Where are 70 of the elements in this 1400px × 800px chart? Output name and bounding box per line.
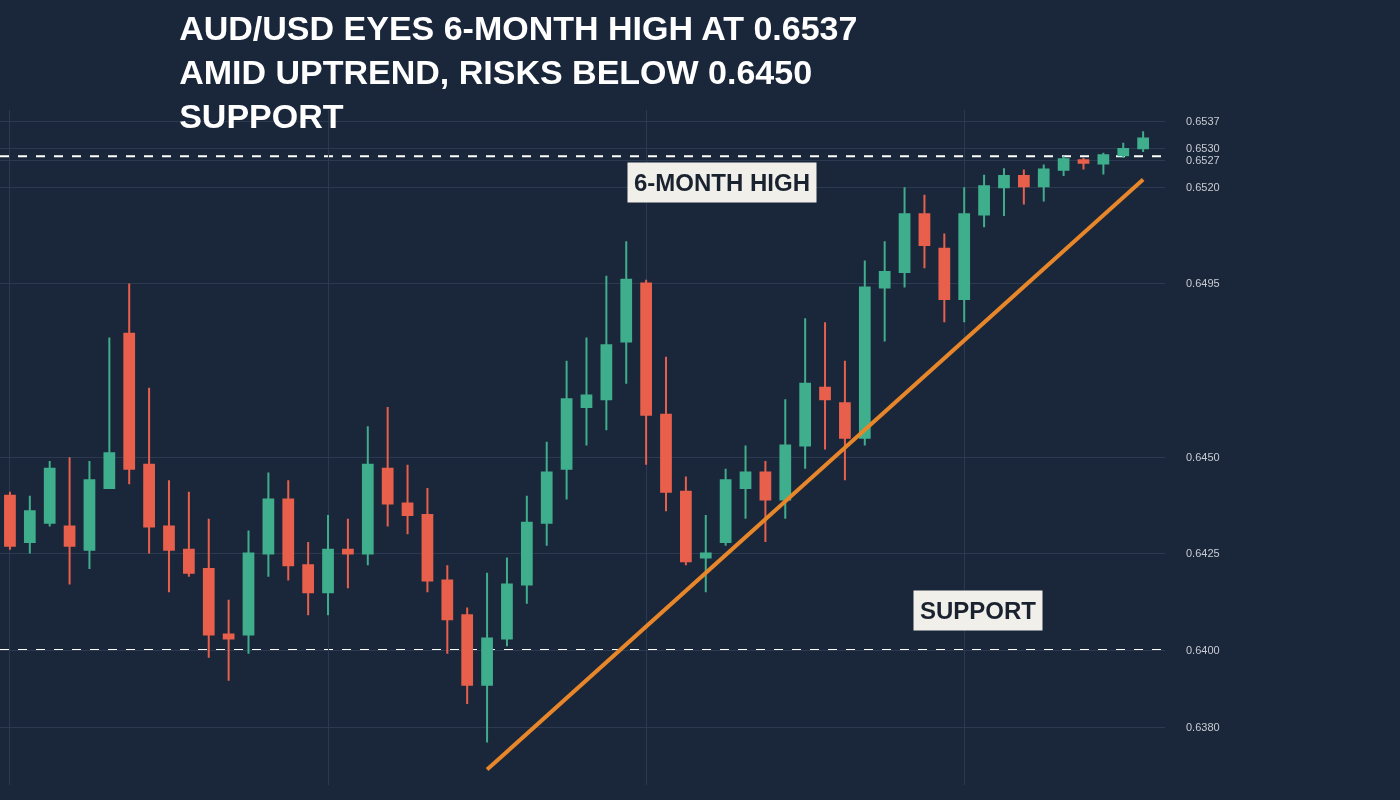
- candlestick: [441, 564, 454, 655]
- candlestick: [978, 173, 990, 229]
- y-tick-label: 0.6380: [1186, 720, 1220, 733]
- candlestick: [998, 167, 1010, 218]
- candlestick: [640, 278, 652, 466]
- candlestick: [898, 186, 911, 289]
- chart-title: AUD/USD EYES 6-MONTH HIGH AT 0.6537 AMID UPTREND, RISKS BELOW 0.6450 SUPPORT: [179, 9, 858, 136]
- candlestick: [739, 444, 752, 520]
- candlestick: [620, 240, 633, 385]
- candlestick: [719, 467, 732, 547]
- candlestick: [83, 460, 96, 570]
- candlestick: [202, 517, 215, 659]
- candlestick: [163, 479, 175, 594]
- candlestick: [540, 440, 553, 547]
- candlestick: [1017, 168, 1030, 206]
- candlestick: [1057, 155, 1070, 177]
- candlestick: [699, 514, 712, 594]
- candlestick: [361, 425, 374, 567]
- candlestick: [381, 406, 394, 528]
- candlestick: [123, 282, 136, 486]
- candlestick: [878, 240, 891, 343]
- candlestick: [819, 321, 831, 451]
- candlestick: [282, 479, 295, 582]
- candlestick: [660, 355, 672, 513]
- candlestick: [799, 317, 812, 470]
- candlestick: [23, 494, 36, 555]
- candlestick: [222, 598, 235, 682]
- candlestick: [103, 336, 116, 489]
- candlestick: [1137, 130, 1149, 154]
- y-tick-label: 0.6450: [1186, 450, 1220, 463]
- candlestick: [262, 471, 275, 578]
- candlestick: [600, 274, 613, 432]
- candlestick: [302, 541, 315, 617]
- ref-line-label: 6-MONTH HIGH: [634, 169, 810, 196]
- candlestick: [242, 529, 255, 655]
- candlestick: [401, 463, 414, 536]
- candlestick: [580, 336, 593, 447]
- candlestick: [759, 460, 772, 543]
- y-tick-label: 0.6527: [1186, 153, 1220, 166]
- candlestick: [4, 490, 16, 551]
- candlestick: [342, 517, 354, 590]
- candlestick: [958, 186, 971, 324]
- y-tick-label: 0.6530: [1186, 142, 1220, 155]
- candlestick: [918, 193, 931, 270]
- candlestick: [461, 606, 474, 705]
- candlestick: [43, 460, 56, 528]
- ref-line-label: SUPPORT: [920, 597, 1037, 624]
- candlestick: [1077, 156, 1090, 171]
- candlestick: [680, 475, 692, 567]
- candlestick: [839, 359, 851, 482]
- candlestick: [1117, 141, 1130, 159]
- candlestick: [63, 456, 76, 586]
- y-tick-label: 0.6520: [1186, 180, 1220, 193]
- candlestick: [421, 487, 434, 594]
- y-tick-label: 0.6400: [1186, 643, 1220, 656]
- candlestick: [143, 386, 155, 555]
- candlestick: [938, 232, 951, 324]
- candlestick: [322, 514, 334, 617]
- candlestick: [560, 359, 573, 501]
- candlestick: [1097, 151, 1110, 176]
- candlestick: [520, 494, 533, 605]
- candlestick: [182, 490, 195, 578]
- y-tick-label: 0.6495: [1186, 277, 1220, 290]
- candlestick: [1037, 163, 1050, 203]
- candlestick: [501, 556, 513, 648]
- candlestick: [779, 398, 792, 520]
- candlestick: [858, 259, 871, 447]
- y-tick-label: 0.6425: [1186, 547, 1220, 560]
- y-tick-label: 0.6537: [1186, 115, 1220, 128]
- candlestick: [481, 571, 493, 744]
